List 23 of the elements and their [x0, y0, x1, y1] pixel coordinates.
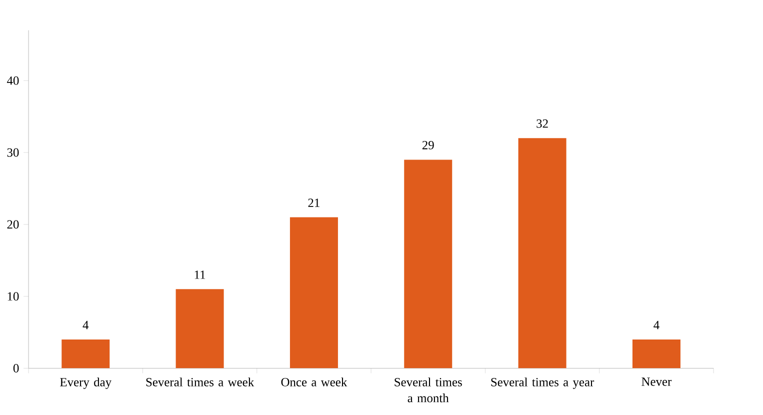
- data-label: 4: [654, 320, 660, 330]
- bar: [518, 138, 566, 368]
- x-tick-label: Every day: [60, 378, 112, 389]
- x-tick-label: Several times a month: [394, 378, 462, 402]
- bar: [290, 217, 338, 368]
- y-tick-label: 10: [8, 292, 19, 301]
- x-tick-label: Once a week: [281, 378, 348, 386]
- y-tick-label: 20: [7, 220, 19, 229]
- y-tick-label: 40: [6, 76, 19, 85]
- y-tick-label: 30: [7, 148, 19, 157]
- bar: [176, 289, 224, 368]
- bar: [62, 339, 110, 368]
- data-label: 4: [82, 320, 89, 330]
- data-label: 11: [194, 270, 206, 279]
- y-tick-label: 0: [13, 364, 19, 372]
- bar: [632, 339, 680, 368]
- data-label: 29: [422, 140, 434, 150]
- data-label: 21: [308, 198, 320, 207]
- x-tick-label: Never: [642, 378, 672, 386]
- x-tick-label: Several times a year: [491, 378, 594, 389]
- x-tick-label: Several times a week: [146, 378, 254, 386]
- bar: [404, 160, 452, 368]
- data-label: 32: [536, 119, 548, 128]
